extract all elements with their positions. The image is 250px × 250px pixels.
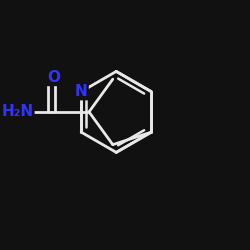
Text: H₂N: H₂N <box>1 104 34 120</box>
Text: O: O <box>48 70 61 85</box>
Text: N: N <box>75 84 88 99</box>
